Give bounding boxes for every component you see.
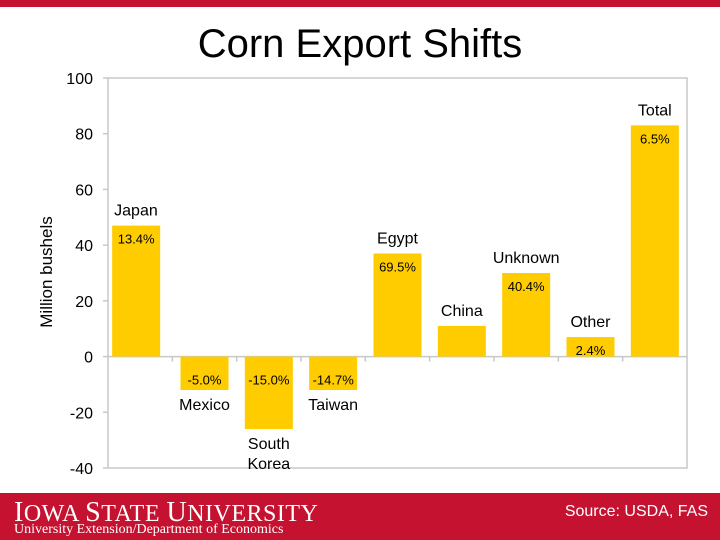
bar-chart: Million bushels 100 80 60 40 20 0 -20 -40 Japan 1… — [37, 71, 688, 478]
y-tick-label: -20 — [70, 405, 93, 422]
category-label: Mexico — [179, 397, 230, 414]
plot-frame — [107, 77, 688, 469]
bar — [112, 225, 161, 357]
bar — [566, 337, 615, 357]
category-label: Korea — [247, 456, 290, 473]
category-label: Egypt — [377, 231, 418, 248]
bar — [437, 325, 486, 357]
data-label: -5.0% — [188, 373, 222, 388]
y-tick-label: 60 — [75, 182, 93, 199]
isu-logo: IOWA STATE UNIVERSITY — [14, 497, 319, 528]
data-label: 69.5% — [379, 260, 416, 275]
page-title: Corn Export Shifts — [197, 22, 523, 66]
y-tick-label: 80 — [75, 127, 93, 144]
y-tick-label: 0 — [84, 350, 93, 367]
y-tick-label: 40 — [75, 238, 93, 255]
category-label: Other — [570, 314, 611, 331]
bar — [309, 356, 358, 390]
data-label: -15.0% — [248, 373, 290, 388]
bar — [373, 253, 422, 357]
category-label: Japan — [114, 203, 158, 220]
category-label: South — [248, 436, 290, 453]
bar — [502, 273, 551, 357]
source-text: Source: USDA, FAS — [564, 503, 708, 520]
department-text: University Extension/Department of Econo… — [14, 522, 284, 537]
bar — [630, 125, 679, 357]
data-label: 13.4% — [118, 232, 155, 247]
y-tick-label: -40 — [70, 461, 93, 478]
y-tick-label: 100 — [66, 71, 93, 88]
bar — [244, 356, 293, 429]
data-label: 40.4% — [508, 279, 545, 294]
category-label: Total — [638, 102, 672, 119]
category-label: Taiwan — [308, 397, 358, 414]
data-label: -14.7% — [313, 373, 355, 388]
category-label: Unknown — [493, 250, 560, 267]
y-axis-label: Million bushels — [37, 216, 56, 328]
data-label: 2.4% — [576, 343, 606, 358]
data-label: 6.5% — [640, 131, 670, 146]
bar — [180, 356, 229, 390]
y-tick-label: 20 — [75, 294, 93, 311]
footer-bar — [0, 493, 720, 540]
category-label: China — [441, 303, 483, 320]
top-accent-bar — [0, 0, 720, 7]
